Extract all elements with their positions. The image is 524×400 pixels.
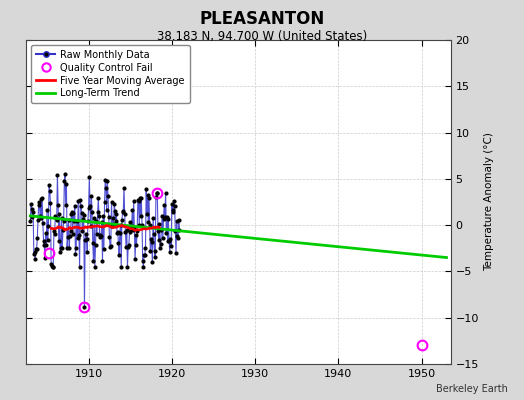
- Y-axis label: Temperature Anomaly (°C): Temperature Anomaly (°C): [484, 132, 495, 272]
- Text: 38.183 N, 94.700 W (United States): 38.183 N, 94.700 W (United States): [157, 30, 367, 43]
- Text: Berkeley Earth: Berkeley Earth: [436, 384, 508, 394]
- Legend: Raw Monthly Data, Quality Control Fail, Five Year Moving Average, Long-Term Tren: Raw Monthly Data, Quality Control Fail, …: [31, 45, 190, 103]
- Text: PLEASANTON: PLEASANTON: [199, 10, 325, 28]
